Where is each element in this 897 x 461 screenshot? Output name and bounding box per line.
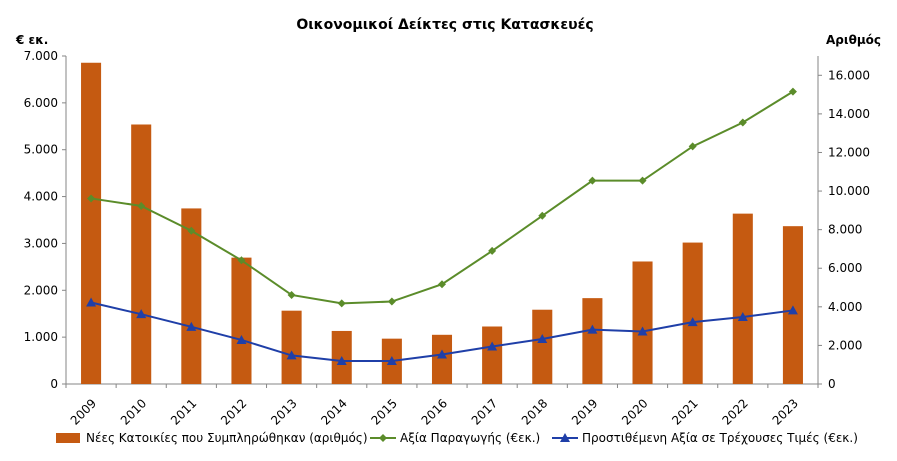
diamond-marker — [438, 280, 446, 289]
left-tick-label: 3.000 — [24, 236, 58, 250]
x-tick-label: 2012 — [218, 396, 249, 427]
left-tick-label: 7.000 — [24, 49, 58, 63]
bar — [281, 310, 302, 384]
diamond-marker — [538, 211, 547, 220]
triangle-marker — [437, 349, 447, 359]
triangle-marker — [787, 305, 798, 315]
bar — [431, 334, 453, 384]
diamond-marker — [187, 226, 196, 235]
right-tick-label: 14.000 — [828, 107, 870, 121]
triangle-marker — [86, 297, 97, 307]
triangle-marker — [386, 356, 397, 366]
diamond-marker — [87, 194, 96, 203]
x-tick-label: 2017 — [469, 396, 500, 427]
x-tick-label: 2015 — [368, 396, 399, 427]
chart-title: Οικονομικοί Δείκτες στις Κατασκευές — [296, 17, 593, 33]
triangle-marker — [236, 334, 247, 344]
x-tick-label: 2011 — [168, 396, 199, 427]
diamond-marker — [588, 176, 597, 185]
bar — [632, 261, 653, 384]
right-axis-unit: Αριθμός — [826, 33, 881, 47]
diamond-marker — [287, 290, 296, 299]
legend-label: Νέες Κατοικίες που Συμπληρώθηκαν (αριθμό… — [86, 431, 368, 445]
right-tick-label: 12.000 — [828, 145, 870, 159]
x-tick-label: 2010 — [118, 396, 149, 427]
bar — [482, 326, 503, 384]
left-tick-label: 4.000 — [24, 190, 58, 204]
left-axis-unit: € εκ. — [15, 33, 48, 47]
diamond-marker — [237, 256, 246, 265]
diamond-marker — [688, 142, 697, 151]
bar — [231, 257, 252, 384]
triangle-marker — [687, 317, 698, 327]
bar — [732, 213, 753, 384]
diamond-marker — [488, 246, 497, 255]
diamond-marker — [638, 176, 647, 185]
triangle-marker — [537, 334, 548, 344]
diamond-marker — [137, 201, 146, 210]
legend-swatch-bar — [56, 433, 80, 443]
bar — [181, 208, 202, 384]
x-tick-label: 2019 — [569, 396, 600, 427]
x-tick-label: 2014 — [318, 396, 349, 427]
triangle-marker — [136, 309, 147, 319]
triangle-marker — [336, 356, 347, 366]
x-tick-label: 2021 — [669, 396, 700, 427]
triangle-marker — [487, 341, 498, 351]
right-tick-label: 16.000 — [828, 68, 870, 82]
triangle-marker — [286, 350, 297, 360]
diamond-marker — [337, 299, 346, 308]
left-tick-label: 0 — [50, 377, 58, 391]
left-tick-label: 5.000 — [24, 143, 58, 157]
bar — [532, 309, 553, 384]
right-tick-label: 4.000 — [828, 300, 862, 314]
left-tick-label: 2.000 — [24, 283, 58, 297]
right-tick-label: 8.000 — [828, 223, 862, 237]
line-series — [86, 87, 798, 366]
diamond-marker — [788, 87, 797, 96]
x-tick-label: 2009 — [68, 396, 99, 427]
right-tick-label: 2.000 — [828, 338, 862, 352]
right-tick-label: 6.000 — [828, 261, 862, 275]
bar — [582, 298, 603, 384]
bar-series — [81, 62, 803, 385]
legend: Νέες Κατοικίες που Συμπληρώθηκαν (αριθμό… — [56, 431, 858, 445]
x-tick-label: 2022 — [719, 396, 750, 427]
bar — [81, 62, 102, 385]
left-tick-label: 6.000 — [24, 96, 58, 110]
triangle-marker — [637, 326, 648, 336]
triangle-marker — [587, 324, 598, 334]
legend-triangle-marker — [560, 433, 570, 442]
legend-diamond-marker — [379, 434, 387, 442]
triangle-marker — [737, 311, 748, 321]
diamond-marker — [387, 297, 396, 306]
diamond-marker — [738, 118, 747, 127]
x-tick-label: 2013 — [268, 396, 299, 427]
bar — [682, 242, 703, 384]
bar — [782, 226, 803, 384]
right-tick-label: 0 — [828, 377, 836, 391]
right-tick-label: 10.000 — [828, 184, 870, 198]
bar — [131, 124, 152, 385]
x-tick-label: 2018 — [519, 396, 550, 427]
legend-label: Προστιθέμενη Αξία σε Τρέχουσες Τιμές (€ε… — [582, 431, 858, 445]
legend-label: Αξία Παραγωγής (€εκ.) — [400, 431, 540, 445]
x-tick-label: 2023 — [770, 396, 801, 427]
triangle-marker — [186, 321, 197, 331]
left-tick-label: 1.000 — [24, 330, 58, 344]
x-tick-label: 2016 — [419, 396, 450, 427]
x-tick-label: 2020 — [619, 396, 650, 427]
